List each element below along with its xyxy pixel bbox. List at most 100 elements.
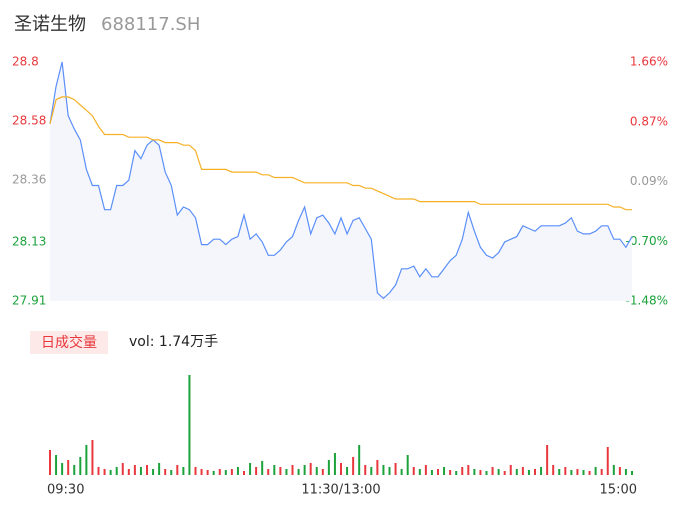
volume-bar [576, 469, 579, 475]
volume-bar [97, 467, 100, 475]
price-area [50, 62, 632, 301]
volume-bar [188, 375, 191, 475]
volume-bar [437, 469, 439, 475]
volume-bar [279, 467, 282, 475]
volume-bar [443, 467, 446, 475]
volume-bar [170, 470, 173, 475]
volume-bar [521, 467, 524, 475]
volume-bar [164, 469, 167, 475]
volume-bar [321, 469, 324, 475]
volume-bar [418, 469, 421, 475]
volume-bar [570, 470, 573, 475]
chart-title: 圣诺生物 [14, 14, 86, 35]
volume-bar [509, 465, 512, 475]
x-tick-label: 15:00 [600, 483, 637, 498]
volume-bar [255, 467, 258, 475]
volume-label: 日成交量 [41, 334, 97, 351]
volume-bar [176, 465, 179, 475]
volume-bar [182, 467, 185, 475]
y2-tick-label: 0.09% [630, 174, 668, 188]
volume-bar [606, 447, 609, 475]
volume-bar [49, 450, 51, 475]
volume-bar [449, 470, 452, 475]
y2-tick-label: 1.66% [630, 55, 668, 69]
volume-bar [309, 463, 312, 475]
volume-bar [582, 470, 585, 475]
volume-bar [358, 445, 361, 475]
volume-bar [612, 465, 615, 475]
volume-bar [315, 467, 318, 475]
volume-bar [594, 467, 597, 475]
volume-bar [491, 467, 494, 475]
volume-total: vol: 1.74万手 [129, 334, 218, 350]
price-line [49, 61, 633, 300]
volume-bar [79, 457, 82, 475]
volume-bar [55, 455, 58, 475]
volume-bar [485, 471, 488, 475]
volume-bar [618, 467, 621, 475]
volume-bar [230, 469, 233, 475]
volume-bar [588, 471, 591, 475]
volume-bar [127, 469, 130, 475]
y2-tick-label: 0.87% [630, 115, 668, 129]
volume-bar [370, 467, 373, 475]
volume-bar [121, 463, 124, 475]
volume-bar [346, 467, 349, 475]
volume-bar [115, 467, 118, 475]
volume-bar [394, 463, 397, 475]
x-tick-label: 11:30/13:00 [301, 483, 380, 498]
volume-bar [194, 467, 197, 475]
volume-bar [382, 465, 385, 475]
volume-bar [249, 463, 252, 475]
volume-bar [364, 465, 367, 475]
volume-bar [558, 469, 561, 475]
volume-bar [461, 467, 464, 475]
y-tick-label: 27.91 [12, 294, 46, 308]
y-tick-label: 28.8 [12, 55, 39, 69]
volume-bar [273, 465, 276, 475]
volume-bar [218, 469, 221, 475]
volume-bar [412, 467, 415, 475]
y-tick-label: 28.58 [12, 114, 46, 128]
volume-bar [600, 469, 603, 475]
volume-bar [67, 460, 70, 475]
y2-tick-label: -0.70% [626, 234, 668, 248]
volume-bar [527, 470, 530, 475]
volume-bar [152, 469, 155, 475]
volume-bar [552, 465, 555, 475]
volume-bar [624, 469, 627, 475]
volume-bar [109, 470, 112, 475]
volume-bar [267, 469, 270, 475]
volume-bar [327, 460, 330, 475]
volume-bar [133, 465, 136, 475]
volume-bar [631, 471, 633, 475]
volume-bar [376, 460, 379, 475]
volume-bar [139, 467, 142, 475]
volume-bar [285, 469, 288, 475]
volume-bar [479, 470, 482, 475]
volume-bar [352, 457, 355, 475]
volume-bar [388, 467, 391, 475]
stock-code: 688117.SH [101, 14, 200, 35]
volume-bar [224, 470, 227, 475]
volume-bar [200, 469, 203, 475]
volume-bar [236, 467, 239, 475]
volume-bar [206, 470, 209, 475]
average-line [49, 96, 632, 211]
volume-bar [430, 470, 433, 475]
volume-bar [243, 471, 245, 475]
volume-bar [297, 469, 300, 475]
volume-bar [534, 469, 536, 475]
volume-bar [540, 467, 543, 475]
volume-bar [103, 469, 106, 475]
volume-bar [333, 453, 336, 475]
volume-bar [261, 461, 264, 475]
y-tick-label: 28.13 [12, 234, 46, 248]
volume-bar [473, 469, 476, 475]
volume-bar [340, 463, 342, 475]
volume-bar [546, 445, 549, 475]
volume-bar [158, 463, 161, 475]
volume-bar [467, 465, 470, 475]
